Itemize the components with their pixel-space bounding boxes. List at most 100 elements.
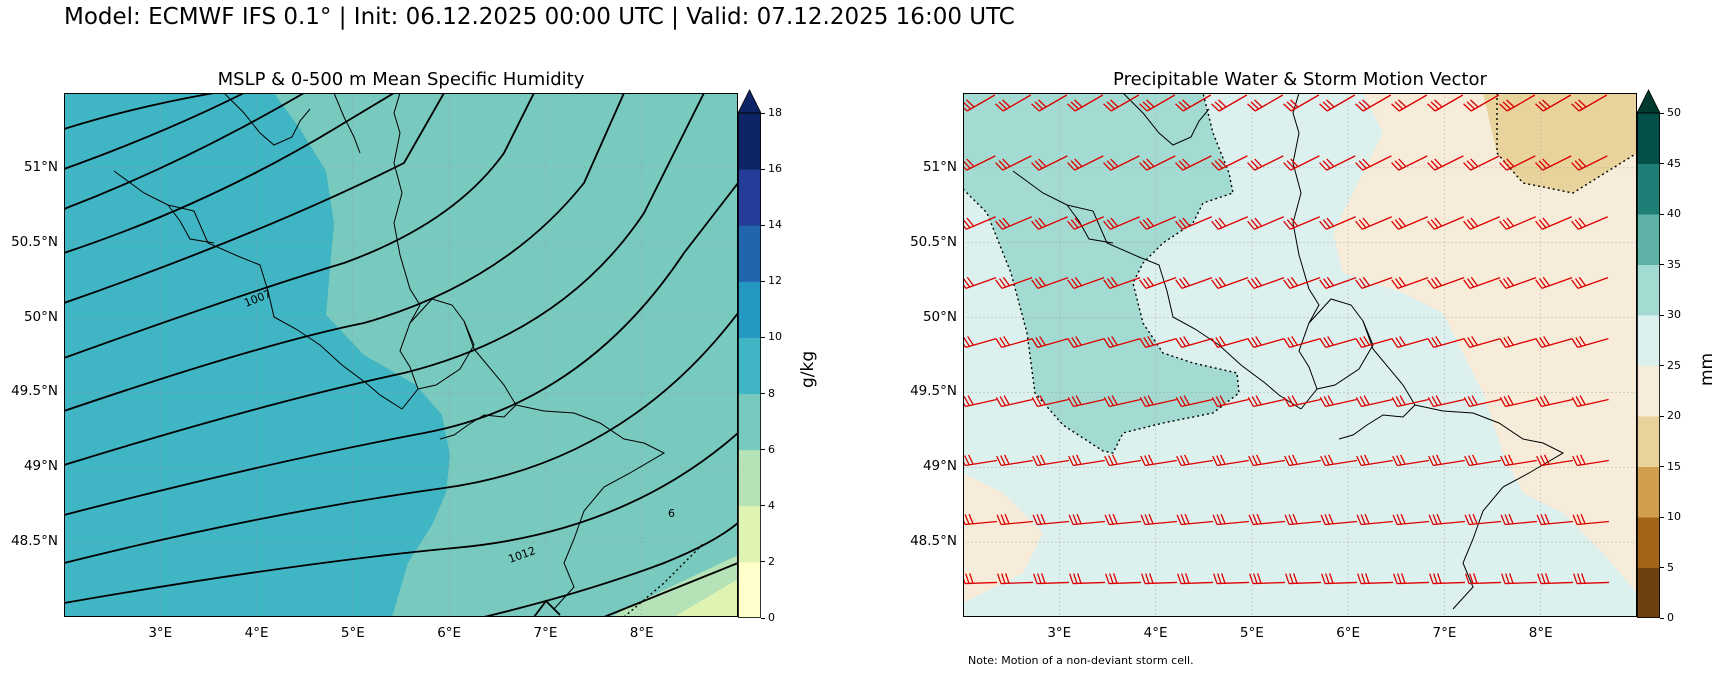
- wind-barb: [1427, 216, 1464, 230]
- wind-barb: [1500, 513, 1537, 526]
- lon-tick-label: 7°E: [1432, 625, 1457, 641]
- wind-barb: [1427, 395, 1465, 408]
- wind-barb: [1499, 155, 1536, 171]
- wind-barb: [1067, 276, 1105, 289]
- wind-barb: [1139, 276, 1177, 289]
- wind-barb: [1355, 395, 1393, 408]
- colorbar-tick-mark: [761, 168, 765, 170]
- colorbar-tick-mark: [1660, 112, 1664, 114]
- wind-barb: [1211, 336, 1249, 349]
- left-map[interactable]: 1007 1012 6: [64, 93, 738, 617]
- graticule: [64, 93, 738, 617]
- wind-barb: [1499, 395, 1537, 408]
- wind-barb: [1175, 216, 1212, 230]
- wind-barb: [1031, 276, 1069, 289]
- wind-barb: [1175, 336, 1213, 349]
- wind-barb: [995, 276, 1033, 289]
- left-panel-title: MSLP & 0-500 m Mean Specific Humidity: [217, 69, 585, 90]
- wind-barb: [1247, 216, 1284, 230]
- wind-barb: [1176, 454, 1213, 467]
- colorbar-segment: [738, 561, 761, 619]
- wind-barb: [1103, 216, 1140, 230]
- humidity-fill-2-4: [674, 579, 738, 617]
- pw-fill-30-35: [963, 93, 1239, 453]
- wind-barb: [1139, 336, 1177, 349]
- wind-barb: [1391, 94, 1428, 112]
- lon-tick-label: 8°E: [629, 625, 654, 641]
- pw-fill-20-25-sw: [963, 473, 1043, 603]
- wind-barb: [1067, 395, 1105, 408]
- lat-tick-label: 51°N: [23, 158, 58, 175]
- wind-barb: [1391, 395, 1429, 408]
- lat-tick-label: 51°N: [922, 158, 957, 175]
- colorbar-segment: [738, 169, 761, 226]
- wind-barb: [1284, 513, 1321, 526]
- wind-barb: [1103, 276, 1141, 289]
- right-map[interactable]: [963, 93, 1637, 617]
- wind-barb: [1176, 513, 1213, 526]
- wind-barb: [995, 155, 1032, 171]
- wind-barb: [1465, 573, 1502, 585]
- colorbar-segment: [1637, 517, 1660, 568]
- wind-barb: [1499, 276, 1537, 289]
- colorbar-tick-mark: [1660, 163, 1664, 164]
- wind-barb: [1247, 155, 1284, 171]
- colorbar-extend-arrow: [1636, 89, 1661, 114]
- colorbar-segment: [1637, 315, 1660, 366]
- wind-barb: [1535, 276, 1573, 289]
- wind-barb: [1069, 573, 1106, 585]
- wind-barb: [1499, 336, 1537, 349]
- lat-tick-label: 48.5°N: [11, 533, 58, 550]
- lon-tick-label: 5°E: [340, 625, 365, 641]
- wind-barb: [963, 395, 997, 408]
- wind-barb: [1535, 216, 1572, 230]
- wind-barb: [1355, 216, 1392, 230]
- lon-tick-label: 6°E: [437, 625, 462, 641]
- wind-barb: [963, 216, 996, 230]
- wind-barb: [1283, 276, 1321, 289]
- colorbar-tick-mark: [1660, 213, 1664, 215]
- lon-tick-label: 3°E: [148, 625, 173, 641]
- lat-tick-label: 50°N: [922, 308, 957, 325]
- isobars: [64, 93, 738, 617]
- wind-barb: [1031, 395, 1069, 408]
- wind-barb: [1247, 276, 1285, 289]
- wind-barb: [1068, 454, 1105, 467]
- wind-barb: [1501, 573, 1538, 585]
- wind-barb: [1427, 94, 1464, 112]
- wind-barb: [1032, 513, 1069, 526]
- colorbar-tick-mark: [761, 393, 765, 395]
- colorbar-tick-mark: [1660, 617, 1664, 619]
- wind-barb: [963, 513, 997, 526]
- left-map-canvas: 1007 1012 6: [64, 93, 738, 617]
- contour-label: 6: [668, 507, 675, 520]
- borders: [1012, 93, 1565, 610]
- wind-barb: [1319, 336, 1357, 349]
- colorbar-tick-label: 30: [1667, 308, 1681, 321]
- wind-barb: [1284, 454, 1321, 467]
- colorbar-tick-label: 35: [1667, 257, 1681, 271]
- wind-barb: [1067, 336, 1105, 349]
- wind-barb: [1211, 276, 1249, 289]
- pw-fill-15-20: [1483, 93, 1637, 193]
- wind-barb: [1391, 336, 1429, 349]
- colorbar-tick-label: 15: [1667, 459, 1681, 473]
- colorbar-tick-mark: [1660, 516, 1664, 518]
- wind-barb: [1355, 155, 1392, 171]
- wind-barb: [1321, 573, 1358, 585]
- colorbar-tick-label: 5: [1667, 560, 1674, 574]
- wind-barb: [1320, 513, 1357, 526]
- lon-tick-label: 8°E: [1528, 625, 1553, 641]
- wind-barb: [996, 513, 1033, 526]
- wind-barb: [1248, 513, 1285, 526]
- colorbar-segment: [1637, 264, 1660, 316]
- wind-barb: [995, 94, 1032, 112]
- figure-suptitle: Model: ECMWF IFS 0.1° | Init: 06.12.2025…: [64, 4, 1015, 30]
- wind-barb: [1535, 94, 1572, 112]
- colorbar-tick-mark: [761, 449, 765, 451]
- colorbar-frame: [738, 112, 761, 618]
- wind-barb: [1463, 336, 1501, 349]
- colorbar-tick-label: 40: [1667, 207, 1681, 220]
- colorbar-tick-label: 16: [768, 162, 782, 176]
- wind-barb: [1464, 454, 1501, 467]
